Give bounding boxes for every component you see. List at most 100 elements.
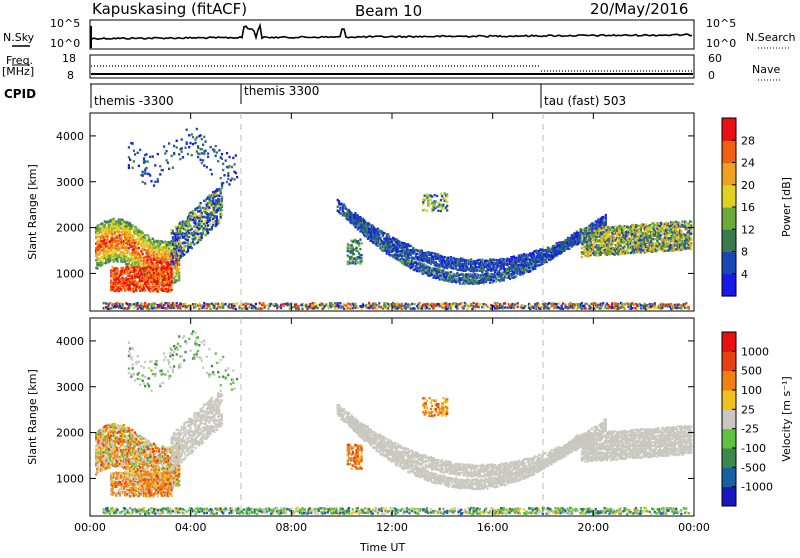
scatter-cell (228, 183, 230, 185)
scatter-cell (456, 303, 458, 305)
scatter-cell (150, 180, 152, 182)
scatter-cell (654, 307, 656, 309)
scatter-cell (213, 149, 215, 151)
nave-tick-top: 60 (708, 52, 722, 65)
scatter-cell (312, 302, 314, 304)
scatter-cell (401, 250, 403, 252)
scatter-cell (173, 263, 175, 265)
scatter-cell (562, 308, 564, 310)
scatter-cell (103, 230, 105, 232)
scatter-cell (187, 227, 189, 229)
scatter-cell (289, 307, 291, 309)
nsky-label: N.Sky (3, 31, 35, 44)
scatter-cell (227, 174, 229, 176)
scatter-cell (172, 255, 174, 257)
scatter-cell (439, 278, 441, 280)
scatter-cell (222, 169, 224, 171)
scatter-cell (261, 307, 263, 309)
scatter-cell (201, 218, 203, 220)
scatter-cell (198, 308, 200, 310)
scatter-cell (573, 306, 575, 308)
scatter-cell (200, 239, 202, 241)
scatter-cell (457, 306, 459, 308)
scatter-cell (338, 200, 340, 202)
scatter-cell (198, 220, 200, 222)
scatter-cell (262, 302, 264, 304)
scatter-cell (236, 302, 238, 304)
scatter-cell (208, 204, 210, 206)
scatter-cell (186, 225, 188, 227)
scatter-cell (533, 253, 535, 255)
scatter-cell (322, 303, 324, 305)
scatter-cell (468, 259, 470, 261)
scatter-cell (147, 234, 149, 236)
scatter-cell (137, 269, 139, 271)
scatter-cell (546, 261, 548, 263)
scatter-cell (504, 302, 506, 304)
scatter-cell (283, 303, 285, 305)
scatter-cell (376, 304, 378, 306)
scatter-cell (200, 209, 202, 211)
scatter-cells (95, 128, 692, 310)
scatter-cell (145, 167, 147, 169)
scatter-cell (122, 219, 124, 221)
scatter-cell (173, 303, 175, 305)
scatter-cell (172, 243, 174, 245)
scatter-cell (154, 164, 156, 166)
scatter-cell (178, 274, 180, 276)
scatter-cell (202, 144, 204, 146)
scatter-cell (401, 303, 403, 305)
scatter-cell (317, 307, 319, 309)
scatter-cell (418, 270, 420, 272)
scatter-cell (172, 236, 174, 238)
scatter-cell (564, 303, 566, 305)
scatter-cell (684, 307, 686, 309)
scatter-cell (337, 302, 339, 304)
scatter-cell (489, 282, 491, 284)
scatter-cell (495, 280, 497, 282)
scatter-cell (140, 303, 142, 305)
scatter-cell (201, 148, 203, 150)
scatter-cell (235, 308, 237, 310)
scatter-cell (189, 142, 191, 144)
scatter-cell (556, 303, 558, 305)
scatter-cell (215, 155, 217, 157)
scatter-cell (171, 275, 173, 277)
scatter-cell (685, 302, 687, 304)
scatter-cell (210, 223, 212, 225)
scatter-cell (215, 206, 217, 208)
scatter-cell (201, 237, 203, 239)
scatter-cell (368, 302, 370, 304)
scatter-cell (337, 206, 339, 208)
scatter-cell (106, 235, 108, 237)
nsearch-tick-bottom: 10^0 (706, 37, 736, 50)
scatter-cell (208, 303, 210, 305)
scatter-cell (192, 219, 194, 221)
scatter-cell (605, 216, 607, 218)
scatter-cell (600, 237, 602, 239)
scatter-cell (210, 308, 212, 310)
scatter-cell (343, 308, 345, 310)
scatter-cell (450, 271, 452, 273)
scatter-cell (132, 224, 134, 226)
scatter-cell (161, 302, 163, 304)
scatter-cell (595, 302, 597, 304)
scatter-cell (150, 242, 152, 244)
nsky-panel: N.Sky 10^5 10^0 10^5 10^0 N.Search (3, 17, 796, 50)
scatter-cell (513, 307, 515, 309)
scatter-cell (147, 160, 149, 162)
scatter-cell (543, 261, 545, 263)
scatter-cell (298, 308, 300, 310)
scatter-cell (191, 232, 193, 234)
scatter-cell (354, 303, 356, 305)
scatter-cell (221, 204, 223, 206)
scatter-cell (128, 156, 130, 158)
scatter-cell (168, 302, 170, 304)
scatter-cell (196, 128, 198, 130)
scatter-cell (490, 279, 492, 281)
scatter-cell (187, 239, 189, 241)
scatter-cell (116, 302, 118, 304)
scatter-cell (654, 302, 656, 304)
scatter-cell (401, 308, 403, 310)
